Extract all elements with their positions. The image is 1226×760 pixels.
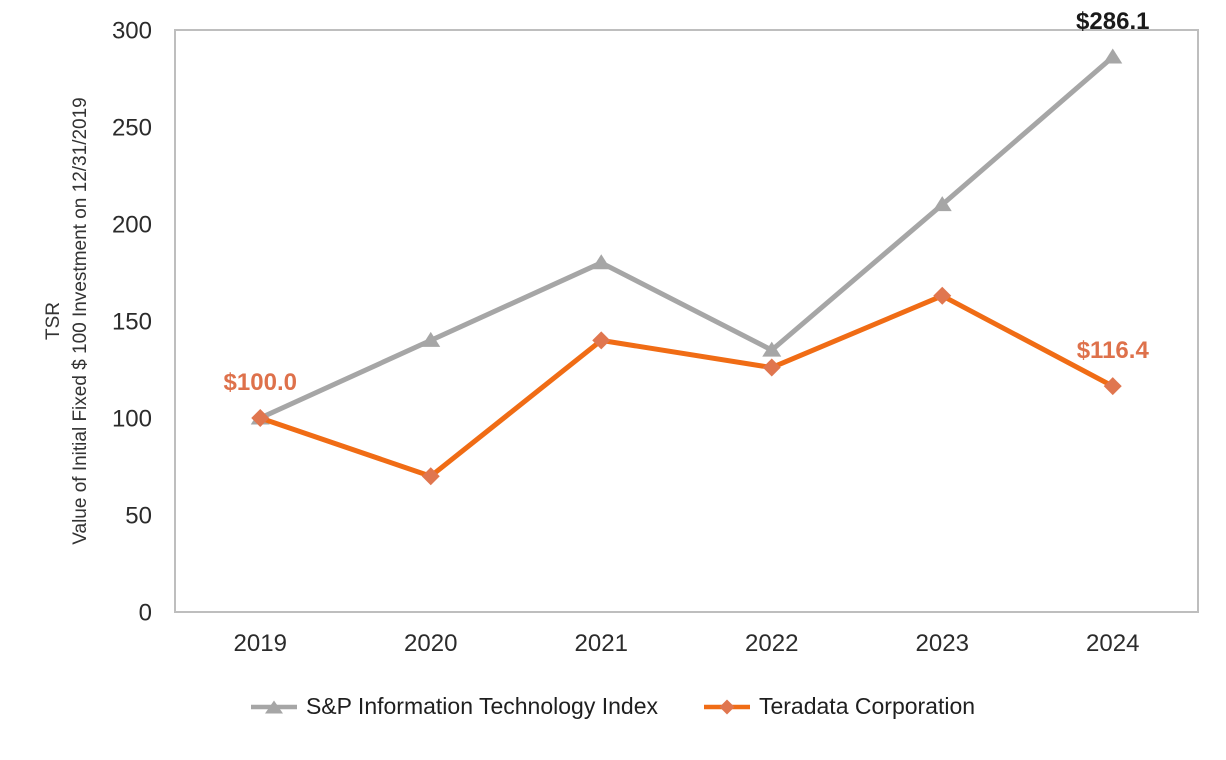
y-axis-title-line1: TSR: [43, 302, 64, 340]
series-lines: [250, 48, 1123, 486]
data-point-marker: [1103, 377, 1122, 396]
y-tick-label: 200: [112, 212, 152, 239]
series-line-0: [259, 55, 1115, 421]
series-line-1: [259, 293, 1114, 479]
triangle-marker-icon: [250, 700, 297, 713]
x-tick-label: 2021: [575, 630, 628, 657]
y-axis-title-line2: Value of Initial Fixed $ 100 Investment …: [70, 97, 91, 545]
data-label: $286.1: [1076, 8, 1149, 35]
data-point-marker: [933, 286, 952, 305]
y-tick-label: 100: [112, 406, 152, 433]
y-tick-label: 50: [125, 503, 152, 530]
data-point-marker: [762, 358, 781, 377]
data-labels: $100.0 $286.1 $116.4: [224, 8, 1150, 396]
diamond-marker-icon: [703, 699, 750, 714]
legend-item-teradata: Teradata Corporation: [703, 693, 976, 720]
x-tick-label: 2023: [916, 630, 969, 657]
x-tick-label: 2019: [234, 630, 287, 657]
x-tick-label: 2022: [745, 630, 798, 657]
data-point-marker: [592, 331, 611, 350]
data-point-marker: [251, 409, 270, 427]
data-point-marker: [762, 341, 782, 357]
y-axis-title: TSR Value of Initial Fixed $ 100 Investm…: [40, 21, 94, 621]
data-point-marker: [1103, 48, 1123, 64]
x-axis-tick-labels: 2019 2020 2021 2022 2023 2024: [234, 630, 1140, 657]
x-tick-label: 2020: [404, 630, 457, 657]
legend-label-teradata: Teradata Corporation: [758, 693, 976, 719]
data-label: $116.4: [1077, 337, 1150, 364]
data-point-marker: [421, 467, 440, 486]
y-axis-tick-labels: 0 50 100 150 200 250 300: [112, 18, 152, 627]
data-label: $100.0: [224, 369, 297, 396]
y-tick-label: 150: [112, 309, 152, 336]
data-point-marker: [932, 196, 952, 212]
y-tick-label: 300: [112, 18, 152, 45]
y-tick-label: 0: [139, 600, 152, 627]
data-point-marker: [421, 331, 441, 347]
data-point-marker: [591, 254, 611, 270]
legend-label-sp-it-index: S&P Information Technology Index: [305, 693, 658, 719]
y-tick-label: 250: [112, 115, 152, 142]
legend: S&P Information Technology Index Teradat…: [0, 693, 1226, 720]
plot-area-border: [174, 29, 1199, 613]
legend-item-sp-it-index: S&P Information Technology Index: [250, 693, 658, 720]
x-tick-label: 2024: [1086, 630, 1139, 657]
